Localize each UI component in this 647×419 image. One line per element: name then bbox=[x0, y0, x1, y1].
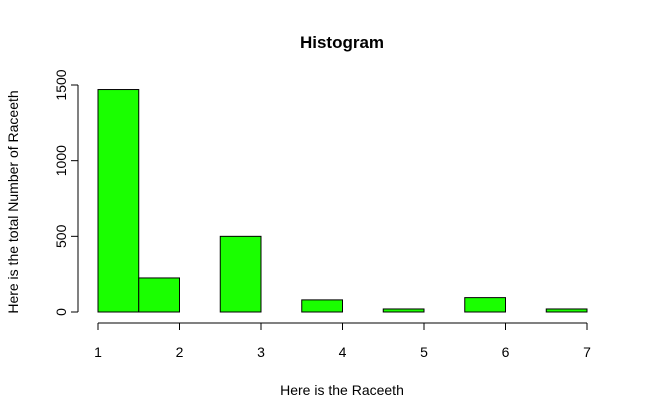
x-tick-label-0: 1 bbox=[94, 344, 102, 360]
y-axis: 0 500 1000 1500 bbox=[53, 69, 79, 316]
x-tick-label-3: 4 bbox=[339, 344, 347, 360]
chart-title: Histogram bbox=[300, 33, 384, 52]
x-tick-label-4: 5 bbox=[420, 344, 428, 360]
y-axis-label: Here is the total Number of Raceeth bbox=[5, 90, 21, 313]
x-tick-label-2: 3 bbox=[257, 344, 265, 360]
histogram-bar-11 bbox=[545, 308, 588, 313]
y-tick-label-0: 0 bbox=[53, 308, 69, 316]
bars-group bbox=[97, 89, 588, 313]
x-axis-label: Here is the Raceeth bbox=[280, 382, 404, 398]
histogram-bar-7 bbox=[382, 308, 425, 313]
y-tick-label-1: 500 bbox=[53, 224, 69, 248]
histogram-bar-5 bbox=[301, 299, 343, 313]
y-tick-label-3: 1500 bbox=[53, 69, 69, 100]
x-tick-label-5: 6 bbox=[502, 344, 510, 360]
histogram-bar-3 bbox=[219, 235, 262, 313]
histogram-bar-9 bbox=[464, 297, 506, 313]
histogram-bar-1 bbox=[138, 277, 180, 313]
y-tick-label-2: 1000 bbox=[53, 145, 69, 176]
x-tick-label-1: 2 bbox=[176, 344, 184, 360]
x-axis: 1 2 3 4 5 6 7 bbox=[94, 322, 591, 360]
histogram-bar-0 bbox=[97, 89, 140, 313]
x-tick-label-6: 7 bbox=[583, 344, 591, 360]
